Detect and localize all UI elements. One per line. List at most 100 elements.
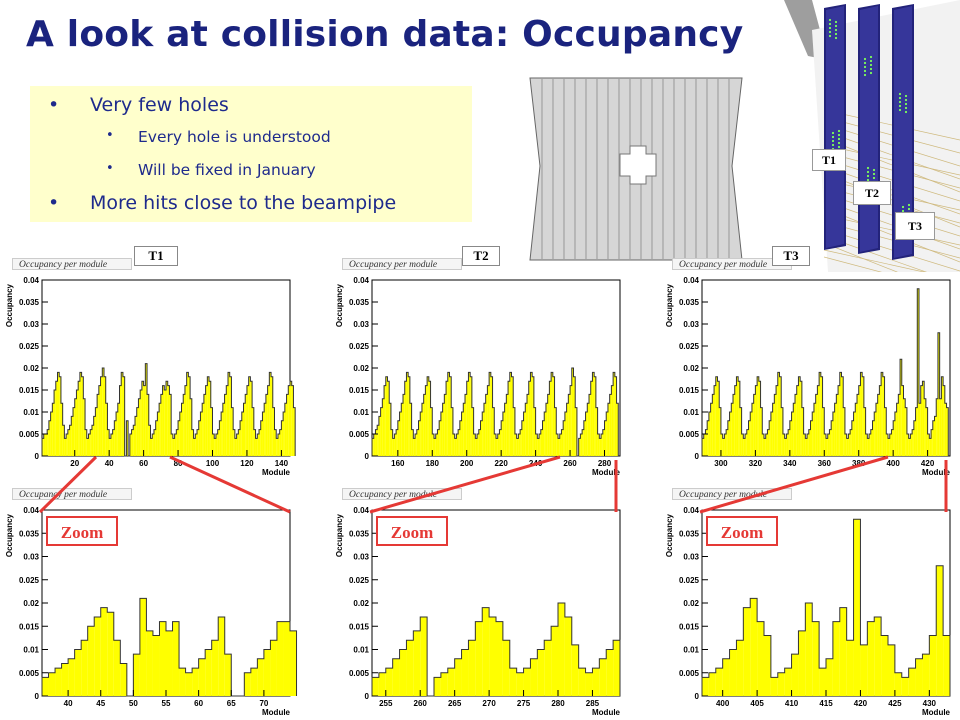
histogram-bin bbox=[397, 420, 400, 456]
histogram-bin bbox=[269, 372, 272, 456]
histogram-bin bbox=[279, 429, 282, 456]
y-tick-label: 0.03 bbox=[683, 320, 699, 329]
detector-plane bbox=[824, 4, 846, 250]
histogram-bin bbox=[910, 434, 913, 456]
histogram-t3-zoom: 0 0.005 0.01 0.015 0.02 0.025 0.03 0.035 0.04 400… bbox=[665, 506, 951, 717]
histogram-bin bbox=[380, 407, 383, 456]
histogram-bin bbox=[729, 412, 732, 456]
histogram-bin bbox=[881, 635, 888, 696]
histogram-bin bbox=[257, 658, 264, 696]
histogram-bin bbox=[244, 672, 251, 696]
plot-frame bbox=[371, 279, 621, 457]
y-tick-label: 0.02 bbox=[23, 364, 39, 373]
histogram-bin bbox=[259, 429, 261, 456]
histogram-bin bbox=[915, 407, 918, 456]
histogram-bins bbox=[372, 368, 619, 456]
histogram-bin bbox=[764, 438, 766, 456]
histogram-bin bbox=[613, 372, 615, 456]
histogram-bin bbox=[42, 677, 49, 696]
histogram-bin bbox=[136, 407, 139, 456]
histogram-bin bbox=[805, 603, 813, 696]
histogram-bin bbox=[91, 425, 94, 456]
histogram-bin bbox=[418, 420, 421, 456]
histogram-bin bbox=[271, 376, 273, 456]
histogram-bin bbox=[743, 438, 746, 456]
histogram-bin bbox=[152, 635, 160, 696]
histogram-bin bbox=[568, 394, 571, 456]
histogram-bin bbox=[853, 519, 861, 696]
y-tick-label: 0.005 bbox=[349, 669, 370, 678]
histogram-bin bbox=[848, 434, 851, 456]
histogram-bin bbox=[107, 612, 114, 696]
histogram-bin bbox=[521, 420, 524, 456]
histogram-bin bbox=[839, 607, 847, 696]
histogram-bin bbox=[564, 412, 567, 456]
y-tick-label: 0.04 bbox=[353, 506, 369, 515]
histogram-bin bbox=[283, 621, 290, 696]
histogram-bin bbox=[378, 416, 381, 456]
histogram-bin bbox=[891, 429, 894, 456]
histogram-bin bbox=[936, 565, 944, 696]
y-tick-label: 0.03 bbox=[23, 553, 39, 562]
histogram-bin bbox=[545, 403, 548, 456]
histogram-bins bbox=[702, 288, 949, 456]
histogram-bin bbox=[511, 376, 514, 456]
histogram-bin bbox=[888, 644, 895, 696]
histogram-bin bbox=[877, 394, 880, 456]
histogram-bin bbox=[210, 407, 213, 456]
histogram-bin bbox=[896, 403, 899, 456]
histogram-bin bbox=[727, 420, 730, 456]
histogram-bin bbox=[710, 403, 713, 456]
histogram-bin bbox=[525, 403, 527, 456]
bullet-dot-icon: • bbox=[48, 94, 60, 116]
histogram-bin bbox=[931, 429, 933, 456]
x-tick-label: 260 bbox=[563, 459, 577, 468]
histogram-bin bbox=[382, 398, 385, 456]
histogram-bin bbox=[159, 403, 161, 456]
histogram-bin bbox=[288, 385, 290, 456]
histogram-bin bbox=[401, 403, 403, 456]
histogram-bin bbox=[731, 403, 733, 456]
x-axis-title: Module bbox=[922, 708, 951, 717]
histogram-bin bbox=[714, 385, 716, 456]
histogram-bin bbox=[148, 425, 151, 456]
histogram-bin bbox=[440, 412, 443, 456]
histogram-bin bbox=[509, 372, 512, 456]
histogram-bin bbox=[62, 425, 65, 456]
histogram-bin bbox=[413, 438, 416, 456]
histogram-bin bbox=[504, 403, 507, 456]
y-tick-label: 0.015 bbox=[19, 622, 40, 631]
histogram-bin bbox=[813, 403, 816, 456]
histogram-bin bbox=[946, 407, 949, 456]
histogram-bin bbox=[872, 420, 875, 456]
histogram-bin bbox=[465, 394, 467, 456]
x-tick-label: 60 bbox=[194, 699, 203, 708]
y-tick-label: 0.03 bbox=[353, 320, 369, 329]
x-tick-label: 160 bbox=[391, 459, 405, 468]
histogram-bin bbox=[824, 434, 826, 456]
histogram-bin bbox=[131, 429, 134, 456]
histogram-bin bbox=[898, 394, 901, 456]
histogram-bin bbox=[68, 658, 75, 696]
histogram-bin bbox=[384, 385, 386, 456]
x-tick-label: 285 bbox=[586, 699, 600, 708]
stat-box-label: Occupancy per module bbox=[342, 488, 462, 500]
histogram-bin bbox=[502, 640, 510, 696]
histogram-bin bbox=[60, 403, 63, 456]
histogram-bin bbox=[798, 630, 806, 696]
histogram-bin bbox=[403, 394, 405, 456]
histogram-bin bbox=[901, 677, 909, 696]
histogram-bin bbox=[738, 381, 740, 456]
histogram-bin bbox=[810, 420, 813, 456]
x-tick-label: 400 bbox=[886, 459, 900, 468]
histogram-bin bbox=[434, 677, 441, 696]
y-tick-label: 0.015 bbox=[679, 386, 700, 395]
histogram-bin bbox=[606, 649, 614, 696]
histogram-bin bbox=[425, 385, 428, 456]
histogram-bin bbox=[387, 381, 390, 456]
bullet-dot-icon: • bbox=[48, 192, 60, 214]
histogram-bin bbox=[471, 407, 474, 456]
histogram-bin bbox=[758, 381, 761, 456]
histogram-bin bbox=[908, 668, 916, 696]
y-tick-label: 0.025 bbox=[19, 342, 40, 351]
